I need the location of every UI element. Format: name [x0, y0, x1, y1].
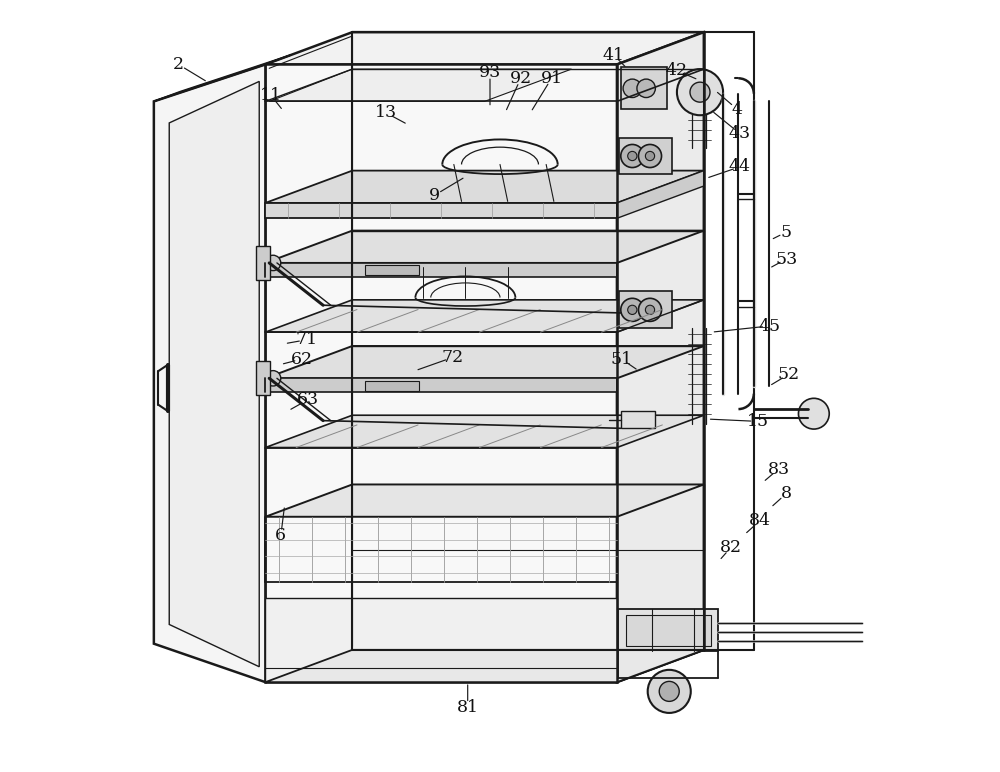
Text: 2: 2 [173, 56, 184, 73]
Text: 15: 15 [747, 413, 769, 430]
Text: 8: 8 [781, 485, 792, 503]
Polygon shape [265, 231, 704, 263]
Polygon shape [169, 81, 259, 667]
Text: 71: 71 [295, 331, 317, 348]
Polygon shape [265, 300, 704, 332]
Text: 93: 93 [479, 63, 501, 80]
Polygon shape [265, 346, 704, 378]
Polygon shape [154, 55, 291, 101]
Text: 81: 81 [457, 699, 479, 716]
Circle shape [659, 682, 679, 702]
Bar [256, 246, 270, 279]
Text: 53: 53 [775, 251, 797, 268]
Polygon shape [265, 263, 617, 277]
Circle shape [638, 144, 662, 168]
Polygon shape [265, 598, 617, 682]
Bar [256, 361, 270, 395]
Polygon shape [265, 32, 704, 65]
Polygon shape [265, 650, 704, 682]
Bar [626, 615, 711, 646]
Text: 62: 62 [290, 350, 313, 367]
Bar [619, 291, 672, 328]
Text: 84: 84 [749, 512, 771, 529]
Polygon shape [265, 65, 617, 682]
Polygon shape [617, 171, 704, 218]
Text: 42: 42 [666, 62, 688, 79]
Circle shape [623, 79, 642, 97]
Circle shape [628, 151, 637, 161]
Text: 92: 92 [510, 69, 532, 86]
Circle shape [645, 151, 655, 161]
Text: 11: 11 [260, 86, 282, 103]
Polygon shape [265, 171, 704, 203]
Bar [365, 381, 419, 391]
Polygon shape [265, 415, 704, 448]
Circle shape [628, 305, 637, 314]
Polygon shape [265, 485, 704, 516]
Circle shape [621, 144, 644, 168]
Circle shape [637, 79, 655, 97]
Text: 44: 44 [729, 158, 751, 175]
Text: 6: 6 [275, 527, 286, 544]
Circle shape [690, 82, 710, 102]
Text: 41: 41 [603, 47, 625, 64]
Text: 4: 4 [731, 100, 742, 117]
Text: 51: 51 [610, 350, 633, 367]
Polygon shape [154, 65, 265, 682]
Polygon shape [265, 650, 704, 682]
Polygon shape [265, 203, 617, 218]
Circle shape [798, 398, 829, 429]
Text: 83: 83 [767, 461, 790, 478]
Bar [621, 66, 667, 109]
Circle shape [638, 298, 662, 321]
Text: 82: 82 [720, 539, 742, 556]
Bar [618, 609, 718, 652]
Text: 72: 72 [441, 349, 463, 366]
Circle shape [265, 371, 281, 386]
Text: 43: 43 [729, 125, 751, 142]
Text: 13: 13 [375, 104, 397, 121]
Circle shape [265, 256, 281, 271]
Circle shape [677, 69, 723, 115]
Bar [619, 137, 672, 174]
Polygon shape [617, 32, 704, 682]
Text: 63: 63 [297, 391, 319, 408]
Circle shape [621, 298, 644, 321]
Polygon shape [265, 378, 617, 392]
Text: 9: 9 [429, 187, 440, 204]
Circle shape [648, 670, 691, 713]
Text: 52: 52 [777, 366, 800, 383]
Circle shape [645, 305, 655, 314]
Text: 45: 45 [758, 317, 780, 334]
Text: 91: 91 [540, 69, 563, 86]
Bar [365, 266, 419, 276]
Polygon shape [269, 69, 572, 101]
Text: 5: 5 [781, 224, 792, 241]
Bar [621, 411, 655, 428]
